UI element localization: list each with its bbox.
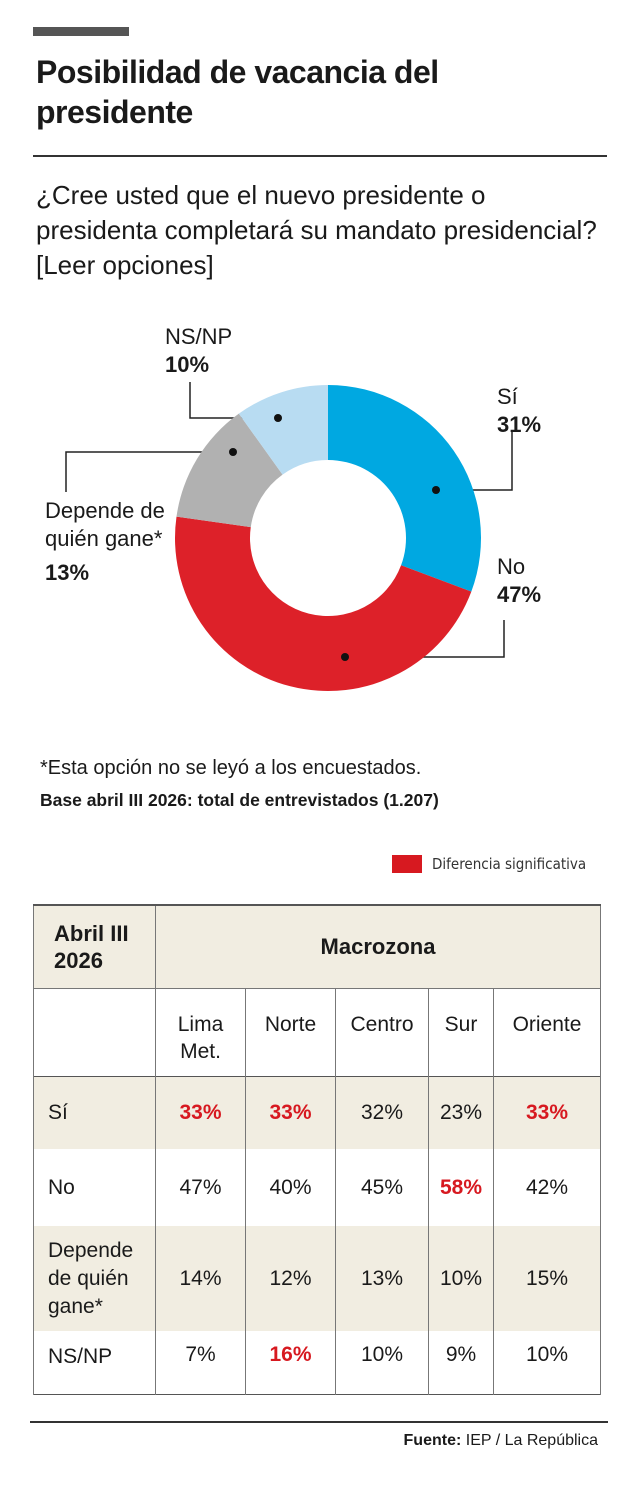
leader-dot — [274, 414, 282, 422]
row-label: Depende de quién gane* — [33, 1226, 156, 1331]
table: Abril III 2026 Macrozona Lima Met. Norte Cen… — [33, 904, 602, 1395]
table-row: Sí 33% 33% 32% 23% 33% — [33, 1076, 602, 1149]
donut-slice — [328, 385, 482, 592]
table-cell: 10% — [492, 1331, 602, 1394]
table-cell: 47% — [155, 1149, 246, 1226]
header-row: Abril III 2026 Macrozona — [33, 905, 602, 988]
row-label: NS/NP — [33, 1331, 156, 1394]
question: ¿Cree usted que el nuevo presidente o pr… — [36, 180, 597, 280]
table-cell: 33% — [245, 1076, 336, 1149]
donut-chart — [65, 382, 513, 691]
category-label: No — [497, 554, 526, 579]
table-row: Depende de quién gane* 14% 12% 13% 10% 15% — [33, 1226, 602, 1331]
table-cell: 33% — [492, 1076, 602, 1149]
column-header: Norte — [245, 988, 336, 1076]
donut-slice — [175, 516, 472, 691]
slice-label: No 47% — [497, 553, 577, 609]
leader-dot — [341, 653, 349, 661]
value-label: 13% — [45, 560, 90, 585]
title: Posibilidad de vacancia del presidente — [36, 54, 439, 130]
rule — [33, 155, 607, 157]
footnote: *Esta opción no se leyó a los encuestado… — [40, 757, 422, 779]
table-row: NS/NP 7% 16% 10% 9% 10% — [33, 1331, 602, 1394]
value-label: 31% — [497, 412, 542, 437]
slice-label: NS/NP 10% — [165, 323, 255, 379]
table-cell: 15% — [492, 1226, 602, 1331]
column-header: Sur — [428, 988, 494, 1076]
category-label: NS/NP — [165, 324, 233, 349]
table-cell: 16% — [245, 1331, 336, 1394]
source: Fuente: IEP / La República — [404, 1432, 598, 1450]
table-cell: 14% — [155, 1226, 246, 1331]
table-cell: 58% — [428, 1149, 494, 1226]
column-header: Oriente — [492, 988, 602, 1076]
leader-dot — [432, 486, 440, 494]
table-cell: 42% — [492, 1149, 602, 1226]
table-cell: 12% — [245, 1226, 336, 1331]
leader-dot — [229, 448, 237, 456]
donut-slice — [176, 413, 283, 528]
table-cell: 33% — [155, 1076, 246, 1149]
column-row: Lima Met. Norte Centro Sur Oriente — [33, 988, 602, 1076]
category-label: Depende de quién gane* — [45, 498, 165, 551]
legend-label: Diferencia significativa — [432, 855, 587, 873]
column-header: Centro — [335, 988, 429, 1076]
table-cell: 23% — [428, 1076, 494, 1149]
table-cell: 9% — [428, 1331, 494, 1394]
empty-cell — [33, 988, 156, 1076]
table-cell: 45% — [335, 1149, 429, 1226]
corner-cell: Abril III 2026 — [33, 905, 156, 988]
slice-label: Depende de quién gane* 13% — [45, 497, 165, 587]
slice-label: Sí 31% — [497, 383, 577, 439]
legend: Diferencia significativa — [392, 855, 586, 873]
table-row: No 47% 40% 45% 58% 42% — [33, 1149, 602, 1226]
table-cell: 32% — [335, 1076, 429, 1149]
category-label: Sí — [497, 384, 518, 409]
top-bar — [33, 27, 129, 36]
table-cell: 40% — [245, 1149, 336, 1226]
rule — [30, 1421, 608, 1423]
source-text: IEP / La República — [465, 1432, 598, 1449]
value-label: 10% — [165, 352, 210, 377]
row-label: No — [33, 1149, 156, 1226]
table-cell: 7% — [155, 1331, 246, 1394]
table-cell: 13% — [335, 1226, 429, 1331]
base-note: Base abril III 2026: total de entrevista… — [40, 790, 439, 810]
column-header: Lima Met. — [155, 988, 246, 1076]
source-label: Fuente: — [403, 1432, 462, 1449]
donut-slice — [238, 385, 328, 475]
leader-line — [65, 451, 233, 492]
row-label: Sí — [33, 1076, 156, 1149]
group-cell: Macrozona — [154, 905, 602, 988]
legend-swatch — [392, 855, 422, 873]
table-cell: 10% — [428, 1226, 494, 1331]
value-label: 47% — [497, 582, 542, 607]
table-cell: 10% — [335, 1331, 429, 1394]
